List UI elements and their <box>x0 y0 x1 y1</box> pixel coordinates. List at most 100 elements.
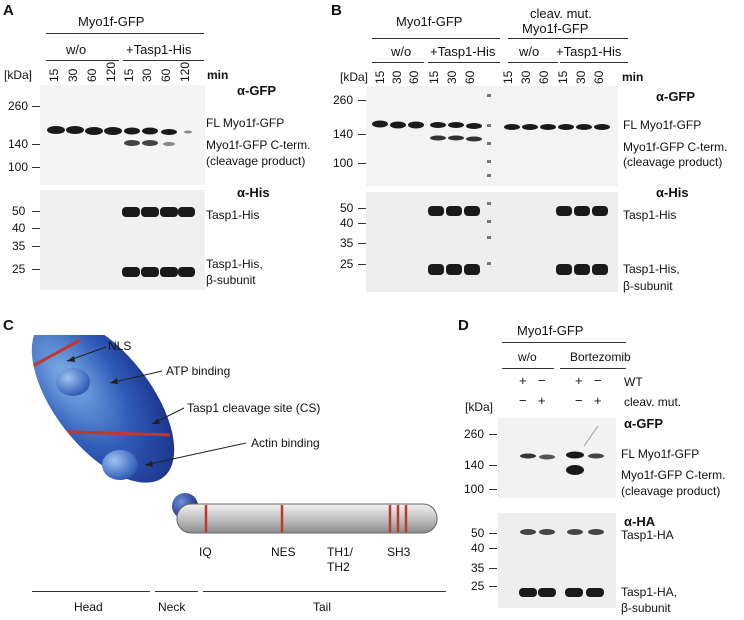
panel-b-band-cterm: Myo1f-GFP C-term. <box>623 140 728 154</box>
panel-d-band-beta1: Tasp1-HA, <box>621 585 678 599</box>
panel-a-marker: 140 <box>8 137 29 151</box>
callout-actin-binding: Actin binding <box>251 436 320 450</box>
tail-site-sh3: SH3 <box>387 545 411 559</box>
panel-b-marker: 140 <box>333 127 354 141</box>
panel-a-time: 15 <box>122 68 136 82</box>
panel-b-marker-tick <box>358 134 366 135</box>
panel-a-marker-tick <box>32 144 40 145</box>
panel-d-band-cterm-sub: (cleavage product) <box>621 484 721 498</box>
panel-a-marker-tick <box>32 106 40 107</box>
panel-d-bort-line <box>560 368 626 369</box>
panel-a-marker-tick <box>32 246 40 247</box>
panel-a-marker-tick <box>32 269 40 270</box>
panel-b-time: 15 <box>501 70 515 84</box>
panel-b-time: 30 <box>574 70 588 84</box>
panel-b-time: 30 <box>445 70 459 84</box>
panel-b-time: 60 <box>463 70 477 84</box>
panel-d-marker: 100 <box>464 482 485 496</box>
panel-d-kda: [kDa] <box>465 400 494 414</box>
panel-a-antibody-bottom: α-His <box>237 185 270 200</box>
panel-d-marker-tick <box>489 548 497 549</box>
panel-a-time: 120 <box>104 61 118 82</box>
panel-a-band-beta1: Tasp1-His, <box>206 257 263 271</box>
panel-d-band-cterm: Myo1f-GFP C-term. <box>621 468 726 482</box>
callout-atp-binding: ATP binding <box>166 364 231 378</box>
panel-a-time: 120 <box>178 61 192 82</box>
panel-a-band-cterm: Myo1f-GFP C-term. <box>206 138 311 152</box>
tail-site-th2: TH2 <box>327 560 350 574</box>
panel-a-group-wo: w/o <box>66 42 87 57</box>
panel-b-marker: 50 <box>340 201 354 215</box>
panel-a-marker-tick <box>32 167 40 168</box>
panel-b-group-tasp2: +Tasp1-His <box>556 44 622 59</box>
panel-b-group-wo: w/o <box>391 44 412 59</box>
panel-b-kda: [kDa] <box>340 70 369 84</box>
panel-b-band-tasp: Tasp1-His <box>623 208 677 222</box>
panel-b-marker: 35 <box>340 236 354 250</box>
panel-a-marker-tick <box>32 211 40 212</box>
panel-d-band-beta2: β-subunit <box>621 601 671 615</box>
panel-d-antibody-bottom: α-HA <box>624 514 656 529</box>
panel-b-marker: 100 <box>333 156 354 170</box>
panel-b-construct2-l2: Myo1f-GFP <box>522 21 589 36</box>
panel-c-label: C <box>3 317 14 334</box>
panel-b-label: B <box>331 2 342 19</box>
panel-a-time: 15 <box>47 68 61 82</box>
panel-b-marker-tick <box>358 208 366 209</box>
panel-d-construct-line <box>502 342 626 343</box>
panel-a-marker: 25 <box>12 262 26 276</box>
domain-tail: Tail <box>313 600 332 614</box>
panel-d-wo-line <box>502 368 554 369</box>
panel-b-marker-tick <box>358 100 366 101</box>
panel-b-marker-tick <box>358 223 366 224</box>
myosin-head <box>31 335 175 483</box>
tail-site-iq: IQ <box>199 545 212 559</box>
panel-a-group-tasp: +Tasp1-His <box>126 42 192 57</box>
domain-tail-line <box>203 591 446 592</box>
panel-b-time: 30 <box>519 70 533 84</box>
panel-d-group-bort: Bortezomib <box>570 350 631 364</box>
panel-d-blot <box>498 418 616 608</box>
panel-b-blot <box>366 86 618 292</box>
panel-a-marker: 260 <box>8 99 29 113</box>
panel-a-tasp-line <box>123 60 204 61</box>
domain-head-line <box>32 591 150 592</box>
panel-b-wo2-line <box>508 62 558 63</box>
panel-b-construct-line <box>372 38 500 39</box>
panel-a-band-cterm-sub: (cleavage product) <box>206 154 306 168</box>
callout-cleavage-site: Tasp1 cleavage site (CS) <box>187 401 321 415</box>
panel-d-wt-sign: − <box>594 373 602 388</box>
panel-b-marker-tick <box>358 264 366 265</box>
panel-b-band-beta2: β-subunit <box>623 279 673 293</box>
domain-neck: Neck <box>158 600 186 614</box>
panel-b-antibody-bottom: α-His <box>656 185 689 200</box>
panel-a-blot <box>40 85 205 290</box>
panel-b-marker: 25 <box>340 257 354 271</box>
panel-d-marker-tick <box>489 434 497 435</box>
panel-d-wt-sign: + <box>519 373 527 388</box>
panel-a-construct-line <box>46 33 204 34</box>
panel-d-marker: 260 <box>464 427 485 441</box>
panel-d-marker-tick <box>489 568 497 569</box>
panel-b-construct: Myo1f-GFP <box>396 14 463 29</box>
panel-d-mut-sign: − <box>519 393 527 408</box>
domain-neck-line <box>155 591 198 592</box>
panel-b-min: min <box>622 70 644 84</box>
tail-site-th1: TH1/ <box>327 545 354 559</box>
panel-b-construct2-l1: cleav. mut. <box>530 6 592 21</box>
panel-a-min: min <box>207 68 229 82</box>
panel-a-label: A <box>3 2 14 19</box>
panel-b-time: 15 <box>373 70 387 84</box>
panel-a-band-fl: FL Myo1f-GFP <box>206 116 285 130</box>
panel-b-marker-tick <box>358 163 366 164</box>
panel-a-band-tasp: Tasp1-His <box>206 208 260 222</box>
panel-d-mut-sign: + <box>538 393 546 408</box>
panel-a-time: 30 <box>66 68 80 82</box>
myosin-diagram <box>20 335 438 534</box>
panel-a-marker-tick <box>32 228 40 229</box>
panel-a-marker: 100 <box>8 160 29 174</box>
panel-d-marker-tick <box>489 533 497 534</box>
panel-d-band-tasp: Tasp1-HA <box>621 528 674 542</box>
panel-d-wt-sign: + <box>575 373 583 388</box>
panel-b-time: 60 <box>537 70 551 84</box>
